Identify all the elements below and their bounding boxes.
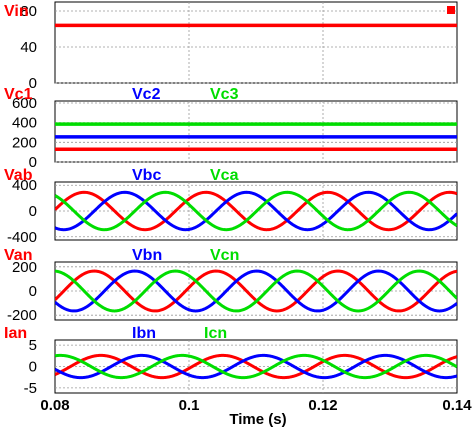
legend-label-vbc: Vbc xyxy=(132,167,161,184)
series-group xyxy=(55,269,457,313)
series-line-vab xyxy=(55,190,457,232)
y-tick-label: 200 xyxy=(12,134,37,151)
y-tick-label: 200 xyxy=(12,259,37,276)
y-tick-label: 0 xyxy=(29,283,37,300)
x-tick-label: 0.08 xyxy=(40,397,69,414)
legend-label-icn: Icn xyxy=(204,325,227,342)
legend-label-ibn: Ibn xyxy=(132,325,156,342)
y-tick-label: 5 xyxy=(29,337,37,354)
legend-label-vca: Vca xyxy=(210,167,239,184)
y-tick-label: -400 xyxy=(7,229,37,246)
series-group xyxy=(55,353,457,380)
x-axis-label: Time (s) xyxy=(229,411,286,428)
y-tick-label: 40 xyxy=(20,39,37,56)
series-line-vcn xyxy=(55,269,457,313)
panel-frame xyxy=(54,1,458,84)
x-tick-label: 0.12 xyxy=(308,397,337,414)
legend-label-vc2: Vc2 xyxy=(132,86,161,103)
y-tick-label: 0 xyxy=(29,203,37,220)
y-tick-label: -5 xyxy=(24,380,37,397)
y-tick-label: 0 xyxy=(29,75,37,92)
legend-label-vin: Vin xyxy=(4,3,29,20)
legend-label-van: Van xyxy=(4,247,32,264)
series-line-vca xyxy=(55,190,457,232)
series-line-icn xyxy=(55,353,457,380)
y-tick-label: 80 xyxy=(20,3,37,20)
y-tick-label: 400 xyxy=(12,177,37,194)
panel-frame xyxy=(54,100,458,163)
legend-label-vab: Vab xyxy=(4,167,33,184)
series-line-ibn xyxy=(55,353,457,380)
x-tick-label: 0.1 xyxy=(179,397,200,414)
legend-label-vbn: Vbn xyxy=(132,247,162,264)
legend-label-vc3: Vc3 xyxy=(210,86,239,103)
series-line-vbn xyxy=(55,269,457,313)
x-tick-label: 0.14 xyxy=(442,397,472,414)
indicator-square xyxy=(447,6,455,14)
series-group xyxy=(55,190,457,232)
legend-label-ian: Ian xyxy=(4,325,27,342)
legend-label-vc1: Vc1 xyxy=(4,86,33,103)
series-line-vbc xyxy=(55,190,457,232)
y-tick-label: 0 xyxy=(29,359,37,376)
y-tick-label: 600 xyxy=(12,95,37,112)
y-tick-label: 0 xyxy=(29,154,37,171)
legend-label-vcn: Vcn xyxy=(210,247,239,264)
y-tick-label: -200 xyxy=(7,307,37,324)
y-tick-label: 400 xyxy=(12,115,37,132)
x-axis: Time (s) 0.08 0.1 0.12 0.14 xyxy=(40,397,472,428)
series-group xyxy=(55,122,457,151)
